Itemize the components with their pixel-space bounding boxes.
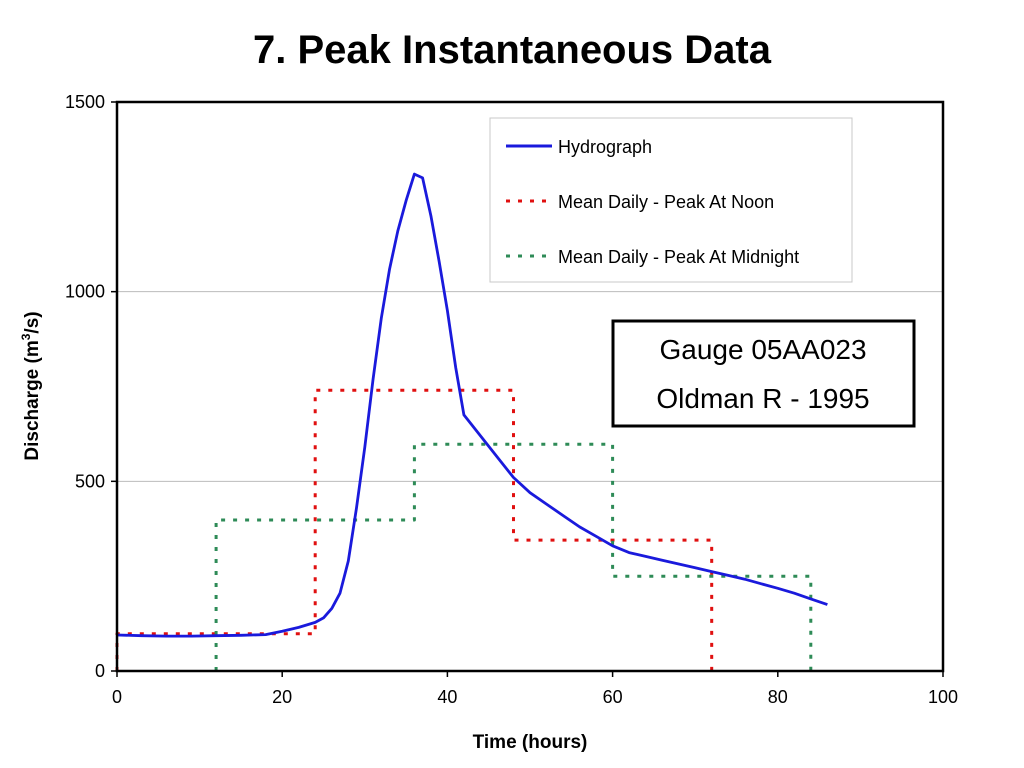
legend: Hydrograph Mean Daily - Peak At Noon Mea… [489,117,853,283]
y-tick-label: 1000 [65,282,105,302]
x-tick-label: 40 [437,687,457,707]
ticks: 0 500 1000 1500 0 20 40 60 80 100 [65,92,958,707]
y-axis-title: Discharge (m3/s) [19,311,43,460]
legend-label-noon: Mean Daily - Peak At Noon [558,192,774,212]
annotation-box [611,319,916,428]
x-tick-label: 0 [112,687,122,707]
series-line-mean-daily-peak-at-noon [115,388,714,671]
annotation-line-2: Oldman R - 1995 [656,383,869,414]
legend-label-hydrograph: Hydrograph [558,137,652,157]
y-tick-label: 1500 [65,92,105,112]
x-tick-label: 60 [603,687,623,707]
legend-label-midnight: Mean Daily - Peak At Midnight [558,247,799,267]
gauge-annotation: Gauge 05AA023 Oldman R - 1995 [611,319,916,428]
x-tick-label: 80 [768,687,788,707]
x-axis-title: Time (hours) [473,732,588,753]
series-line-hydrograph [116,172,828,638]
annotation-line-1: Gauge 05AA023 [659,334,866,365]
series-layer [115,172,828,671]
x-tick-label: 100 [928,687,958,707]
y-tick-label: 500 [75,471,105,491]
gridlines [117,291,943,482]
plot-frame [115,100,945,673]
x-tick-label: 20 [272,687,292,707]
y-tick-label: 0 [95,661,105,681]
page-title: 7. Peak Instantaneous Data [253,28,771,72]
